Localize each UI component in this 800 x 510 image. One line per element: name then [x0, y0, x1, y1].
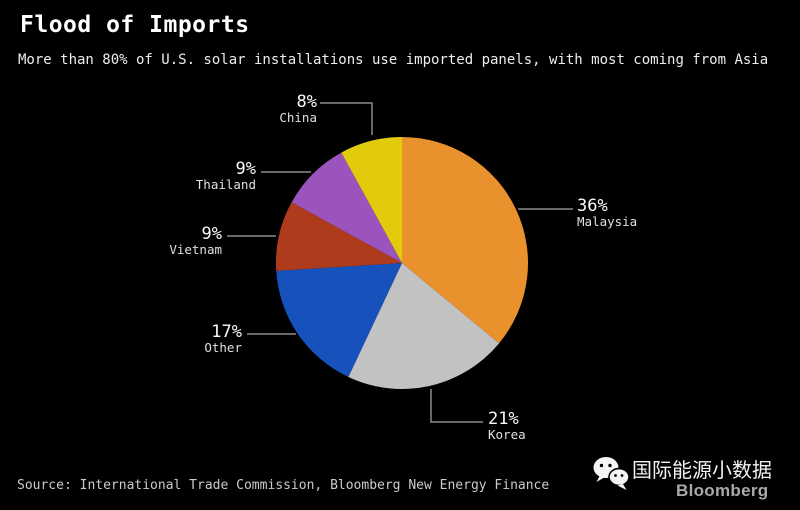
pie-slice-thailand	[291, 152, 402, 263]
pie-slice-malaysia	[402, 137, 528, 344]
leader-line-china	[320, 102, 373, 135]
pie-label-thailand: 9% Thailand	[196, 161, 256, 192]
pie-label-pct: 21%	[488, 409, 519, 429]
pie-label-pct: 8%	[296, 92, 317, 112]
pie-label-vietnam: 9% Vietnam	[169, 226, 222, 257]
leader-line-korea	[430, 389, 483, 423]
wechat-icon	[592, 456, 630, 492]
pie-label-pct: 9%	[235, 159, 256, 179]
wechat-account-name: 国际能源小数据	[632, 458, 772, 482]
pie-slice-vietnam	[276, 202, 402, 271]
pie-slice-korea	[348, 263, 500, 390]
pie-label-country: Korea	[488, 427, 526, 442]
pie-label-malaysia: 36% Malaysia	[577, 198, 637, 229]
pie-label-pct: 9%	[201, 224, 222, 244]
source-text: Source: International Trade Commission, …	[17, 478, 550, 493]
pie-label-country: China	[279, 110, 317, 125]
pie-slices-group	[276, 137, 528, 390]
pie-label-pct: 17%	[211, 322, 242, 342]
pie-slice-china	[341, 137, 402, 263]
pie-label-country: Malaysia	[577, 214, 638, 229]
branding-block: 国际能源小数据 Bloomberg	[590, 454, 785, 504]
pie-label-country: Other	[204, 340, 242, 355]
bloomberg-logo: Bloomberg	[676, 481, 769, 500]
pie-label-china: 8% China	[279, 94, 317, 125]
pie-label-country: Vietnam	[169, 242, 222, 257]
pie-label-korea: 21% Korea	[488, 411, 526, 442]
pie-label-country: Thailand	[195, 177, 256, 192]
leader-lines-group	[227, 102, 573, 423]
page-subtitle: More than 80% of U.S. solar installation…	[18, 52, 769, 68]
page-title: Flood of Imports	[20, 12, 250, 38]
pie-label-pct: 36%	[577, 196, 608, 216]
pie-slice-other	[276, 263, 402, 378]
pie-label-other: 17% Other	[204, 324, 242, 355]
